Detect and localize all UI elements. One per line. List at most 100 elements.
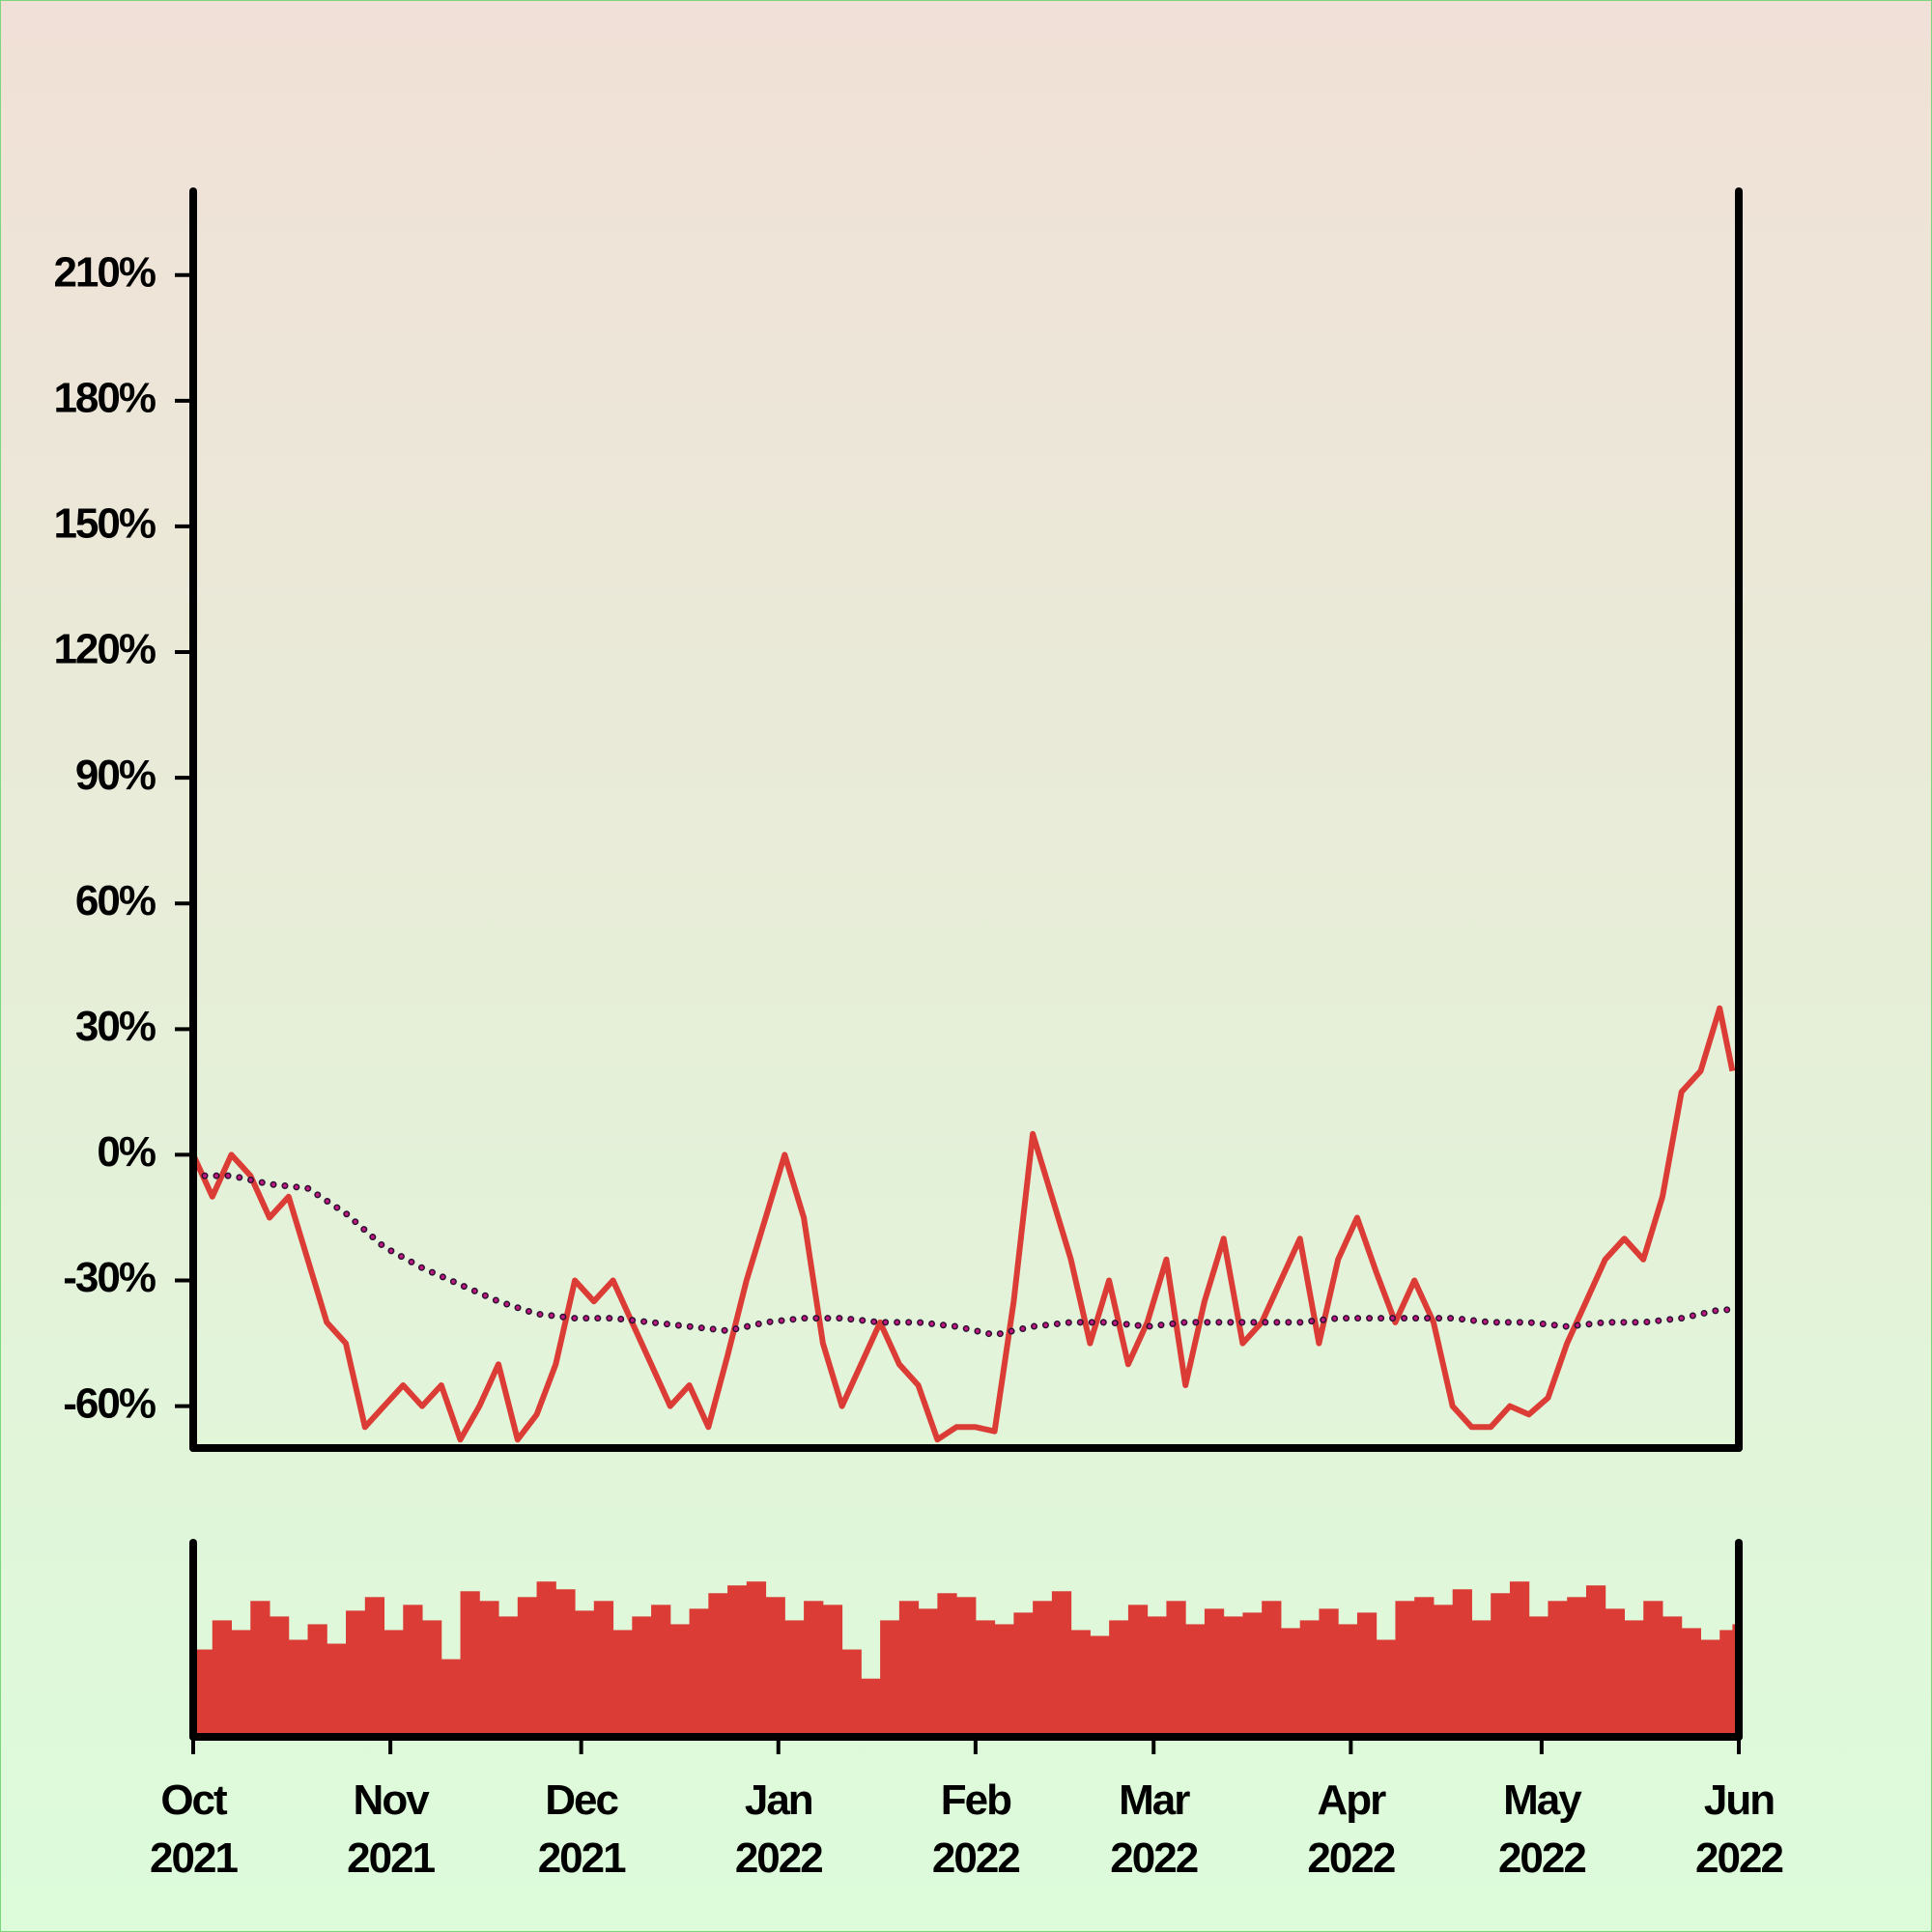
volume-bar: [937, 1593, 957, 1737]
volume-bar: [1127, 1605, 1149, 1737]
x-tick-label: Mar 2022: [1110, 1776, 1197, 1882]
volume-bar: [1643, 1601, 1663, 1737]
y-tick-label: 30%: [75, 1003, 156, 1050]
volume-bar: [1051, 1591, 1072, 1737]
volume-bar: [1109, 1620, 1129, 1737]
volume-bar: [364, 1597, 385, 1737]
volume-bar: [708, 1593, 728, 1737]
x-tick-label-line: 2022: [1307, 1834, 1394, 1882]
volume-bar: [956, 1597, 977, 1737]
volume-bar: [784, 1620, 805, 1737]
volume-bar: [727, 1585, 748, 1737]
volume-bar: [918, 1608, 938, 1737]
volume-bar: [1376, 1639, 1396, 1737]
volume-bar: [479, 1601, 499, 1737]
volume-bar: [1299, 1620, 1320, 1737]
volume-bar: [555, 1589, 576, 1737]
volume-bar: [1491, 1593, 1511, 1737]
volume-bar: [460, 1591, 480, 1737]
volume-bar: [1166, 1601, 1186, 1737]
volume-bar: [1242, 1612, 1263, 1737]
volume-bar: [1433, 1605, 1454, 1737]
y-tick-label: 60%: [75, 877, 156, 924]
volume-bar: [1204, 1608, 1225, 1737]
x-tick-label-line: 2022: [1498, 1834, 1585, 1882]
volume-bar: [1262, 1601, 1282, 1737]
volume-bar: [307, 1624, 327, 1737]
volume-bar: [1147, 1616, 1167, 1737]
x-tick-label: Apr 2022: [1307, 1776, 1394, 1882]
x-tick-label-line: Mar: [1119, 1776, 1190, 1824]
volume-bar: [632, 1616, 652, 1737]
x-tick-label: Nov 2021: [347, 1776, 435, 1882]
volume-bar: [994, 1624, 1014, 1737]
x-tick-label: Oct 2021: [150, 1776, 238, 1882]
volume-bar: [1528, 1616, 1548, 1737]
y-tick-label: -60%: [63, 1379, 156, 1427]
volume-bar: [898, 1601, 920, 1737]
volume-bar: [270, 1616, 290, 1737]
volume-bar: [1185, 1624, 1206, 1737]
volume-bar: [804, 1601, 824, 1737]
volume-bar: [1605, 1608, 1625, 1737]
line: [193, 1005, 1736, 1443]
volume-bar: [231, 1630, 251, 1737]
volume-bar: [1719, 1630, 1733, 1737]
volume-bar: [1471, 1620, 1492, 1737]
volume-bar: [1681, 1628, 1701, 1737]
volume-bar: [327, 1643, 347, 1737]
y-tick-label: -30%: [63, 1254, 156, 1301]
volume-bar: [1033, 1601, 1053, 1737]
x-tick-label-line: Oct: [160, 1776, 228, 1824]
volume-bar: [1548, 1601, 1568, 1737]
volume-bar: [651, 1605, 671, 1737]
volume-bar: [193, 1649, 213, 1737]
x-tick-label-line: 2022: [735, 1834, 822, 1882]
volume-bar: [1509, 1581, 1530, 1737]
y-tick-label: 0%: [97, 1128, 155, 1176]
volume-bar: [250, 1601, 270, 1737]
volume-bar: [861, 1678, 881, 1737]
volume-bar: [841, 1649, 862, 1737]
x-tick-label: Jun 2022: [1695, 1776, 1782, 1882]
x-tick-label: Dec 2021: [538, 1776, 626, 1882]
x-tick-label-line: 2022: [1695, 1834, 1782, 1882]
y-tick-label: 180%: [53, 374, 155, 421]
volume-bar: [765, 1597, 785, 1737]
volume-bar: [1414, 1597, 1435, 1737]
x-tick-label-line: May: [1503, 1776, 1582, 1824]
volume-bar: [212, 1620, 233, 1737]
volume-bar: [498, 1616, 519, 1737]
volume-bar: [288, 1639, 309, 1737]
volume-bar: [1662, 1616, 1683, 1737]
y-tick-label: 150%: [53, 500, 155, 548]
volume-bar: [612, 1630, 633, 1737]
x-tick-label-line: 2021: [150, 1834, 238, 1882]
volume-bar: [1070, 1630, 1091, 1737]
volume-bar: [517, 1597, 538, 1737]
volume-bar: [1338, 1624, 1358, 1737]
x-tick-label-line: 2021: [538, 1834, 626, 1882]
volume-bar: [1319, 1608, 1339, 1737]
volume-bar: [1585, 1585, 1606, 1737]
volume-bar: [1395, 1601, 1415, 1737]
volume-bar: [1700, 1639, 1720, 1737]
x-tick-label-line: Apr: [1317, 1776, 1386, 1824]
volume-bar: [1356, 1612, 1378, 1737]
volume-bar: [1280, 1628, 1301, 1737]
volume-bar: [536, 1581, 556, 1737]
x-tick-label-line: Jun: [1704, 1776, 1774, 1824]
volume-bar: [384, 1630, 404, 1737]
volume-bar: [1090, 1635, 1110, 1737]
volume-bar: [422, 1620, 442, 1737]
x-tick-label: Feb 2022: [932, 1776, 1019, 1882]
x-tick-label-line: Dec: [545, 1776, 618, 1824]
x-tick-label-line: 2022: [1110, 1834, 1197, 1882]
volume-bar: [403, 1605, 423, 1737]
volume-bar: [746, 1581, 767, 1737]
y-tick-label: 90%: [75, 752, 156, 799]
x-tick-label-line: 2022: [932, 1834, 1019, 1882]
x-tick-label-line: Nov: [354, 1776, 431, 1824]
x-tick-label-line: Feb: [941, 1776, 1011, 1824]
